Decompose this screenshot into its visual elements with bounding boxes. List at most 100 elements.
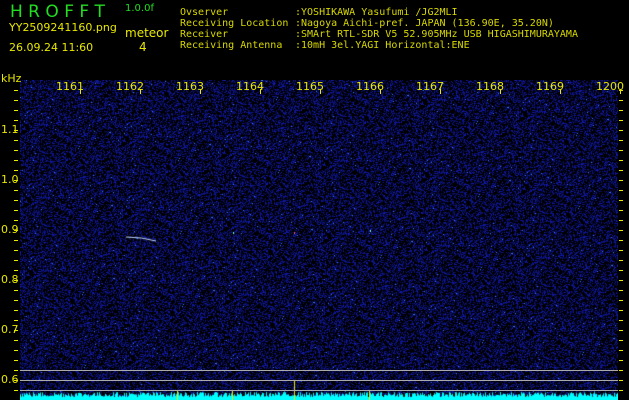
y-tick [619, 200, 623, 201]
threshold-line [20, 370, 618, 371]
y-tick [14, 340, 18, 341]
y-tick [14, 180, 18, 181]
meteor-label: meteor [125, 26, 169, 40]
x-tick-label: 1200 [596, 80, 624, 93]
x-tick [260, 89, 261, 94]
y-tick [619, 330, 623, 331]
y-tick [619, 390, 623, 391]
y-tick [619, 310, 623, 311]
x-tick [80, 89, 81, 94]
y-tick-label: 0.6 [1, 373, 19, 386]
y-tick [619, 230, 623, 231]
y-tick [14, 320, 18, 321]
y-tick [619, 360, 623, 361]
y-tick [14, 390, 18, 391]
x-tick-label: 1165 [296, 80, 324, 93]
threshold-line [20, 390, 618, 391]
y-tick [14, 240, 18, 241]
y-tick [619, 270, 623, 271]
y-tick [619, 320, 623, 321]
x-tick-label: 1169 [536, 80, 564, 93]
y-tick-label: 0.9 [1, 223, 19, 236]
info-label: Ovserver [180, 7, 229, 18]
y-tick [619, 240, 623, 241]
x-tick-label: 1164 [236, 80, 264, 93]
y-tick [619, 190, 623, 191]
y-tick [14, 190, 18, 191]
y-tick [619, 350, 623, 351]
y-tick-label: 0.7 [1, 323, 19, 336]
y-tick [619, 290, 623, 291]
y-tick [619, 170, 623, 171]
y-tick [619, 370, 623, 371]
y-tick [14, 350, 18, 351]
y-tick [14, 270, 18, 271]
y-tick [619, 340, 623, 341]
y-tick-label: 1.1 [1, 123, 19, 136]
y-unit: kHz [1, 72, 22, 85]
y-tick [619, 250, 623, 251]
x-tick [620, 89, 621, 94]
location-value: :Nagoya Aichi-pref. JAPAN (136.90E, 35.2… [295, 18, 554, 29]
x-tick [380, 89, 381, 94]
y-tick [14, 380, 18, 381]
y-tick [619, 90, 623, 91]
y-tick [619, 150, 623, 151]
y-tick [14, 290, 18, 291]
y-tick [14, 200, 18, 201]
y-tick [619, 140, 623, 141]
y-tick [619, 300, 623, 301]
info-label: Receiving Location [180, 18, 289, 29]
y-tick [14, 220, 18, 221]
y-tick [14, 160, 18, 161]
x-tick [140, 89, 141, 94]
y-tick [619, 160, 623, 161]
y-tick [14, 100, 18, 101]
x-tick-label: 1166 [356, 80, 384, 93]
receiver-value: :SMArt RTL-SDR V5 52.905MHz USB HIGASHIM… [295, 29, 578, 40]
x-tick [440, 89, 441, 94]
y-tick [619, 260, 623, 261]
y-tick [619, 220, 623, 221]
y-tick [619, 210, 623, 211]
x-tick-label: 1163 [176, 80, 204, 93]
threshold-line [20, 380, 618, 381]
app-title: H R O F F T [10, 2, 105, 22]
info-label: Receiver [180, 29, 229, 40]
filename: YY2509241160.png [9, 21, 117, 34]
y-tick [14, 230, 18, 231]
y-tick [14, 140, 18, 141]
y-tick [14, 130, 18, 131]
y-tick [14, 90, 18, 91]
y-tick [14, 360, 18, 361]
x-tick [500, 89, 501, 94]
y-tick [619, 120, 623, 121]
y-tick [14, 280, 18, 281]
y-tick [14, 170, 18, 171]
info-label: Receiving Antenna [180, 40, 283, 51]
version: 1.0.0f [125, 3, 154, 14]
y-tick [14, 150, 18, 151]
spectrogram [20, 80, 618, 400]
x-tick-label: 1168 [476, 80, 504, 93]
y-tick [14, 110, 18, 111]
x-tick-label: 1167 [416, 80, 444, 93]
y-tick [619, 110, 623, 111]
y-tick [14, 260, 18, 261]
x-tick [560, 89, 561, 94]
antenna-value: :10mH 3el.YAGI Horizontal:ENE [295, 40, 470, 51]
y-tick [14, 210, 18, 211]
y-tick-label: 1.0 [1, 173, 19, 186]
meteor-count: 4 [139, 40, 147, 54]
y-tick [619, 130, 623, 131]
datetime: 26.09.24 11:60 [9, 41, 94, 54]
y-tick [14, 300, 18, 301]
observer-value: :YOSHIKAWA Yasufumi /JG2MLI [295, 7, 458, 18]
y-tick [619, 380, 623, 381]
x-tick-label: 1161 [56, 80, 84, 93]
y-tick [619, 180, 623, 181]
x-tick [320, 89, 321, 94]
y-tick [619, 100, 623, 101]
x-tick [200, 89, 201, 94]
